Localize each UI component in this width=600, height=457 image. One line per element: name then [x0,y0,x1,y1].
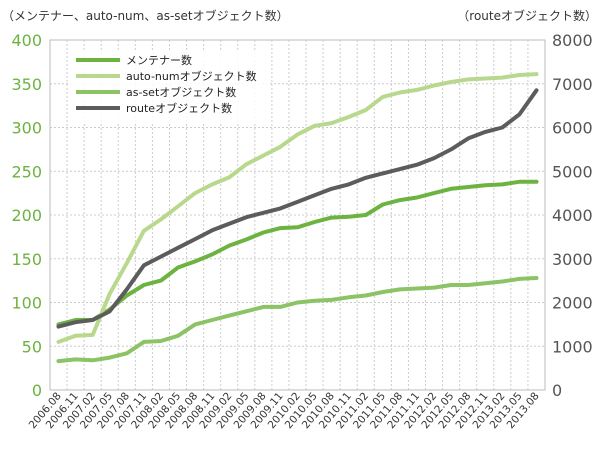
right-tick-label: 6000 [552,119,593,138]
right-tick-label: 2000 [552,294,593,313]
right-tick-label: 7000 [552,75,593,94]
series-lines [56,72,539,364]
legend-label: routeオブジェクト数 [126,101,232,115]
right-tick-label: 1000 [552,337,593,356]
legend: メンテナー数 auto-numオブジェクト数 as-setオブジェクト数 routeオ… [70,50,270,122]
left-tick-label: 250 [11,162,42,181]
x-axis-ticks: 2006.082006.112007.022007.052007.082007.… [27,390,542,431]
legend-label: auto-numオブジェクト数 [126,69,257,83]
left-tick-label: 300 [11,119,42,138]
left-tick-label: 200 [11,206,42,225]
left-tick-label: 50 [22,337,42,356]
left-tick-label: 100 [11,294,42,313]
left-tick-label: 0 [32,381,42,400]
legend-label: as-setオブジェクト数 [126,85,236,99]
left-tick-label: 400 [11,31,42,50]
right-tick-label: 8000 [552,31,593,50]
legend-label: メンテナー数 [126,54,192,67]
series-line-0 [56,179,539,327]
series-line-3 [56,88,539,329]
left-tick-label: 150 [11,250,42,269]
series-line-2 [56,276,539,364]
left-axis-title: （メンテナー、auto-num、as-setオブジェクト数） [2,8,289,23]
series-line-1 [56,72,539,344]
left-axis-ticks: 0 50 100 150 200 250 300 350 400 [11,31,42,400]
grid [49,39,546,391]
left-tick-label: 350 [11,75,42,94]
right-tick-label: 0 [552,381,562,400]
right-tick-label: 3000 [552,250,593,269]
right-tick-label: 4000 [552,206,593,225]
right-axis-ticks: 0 1000 2000 3000 4000 5000 6000 7000 8000 [552,31,593,400]
right-axis-title: （routeオブジェクト数） [457,8,597,23]
right-tick-label: 5000 [552,162,593,181]
